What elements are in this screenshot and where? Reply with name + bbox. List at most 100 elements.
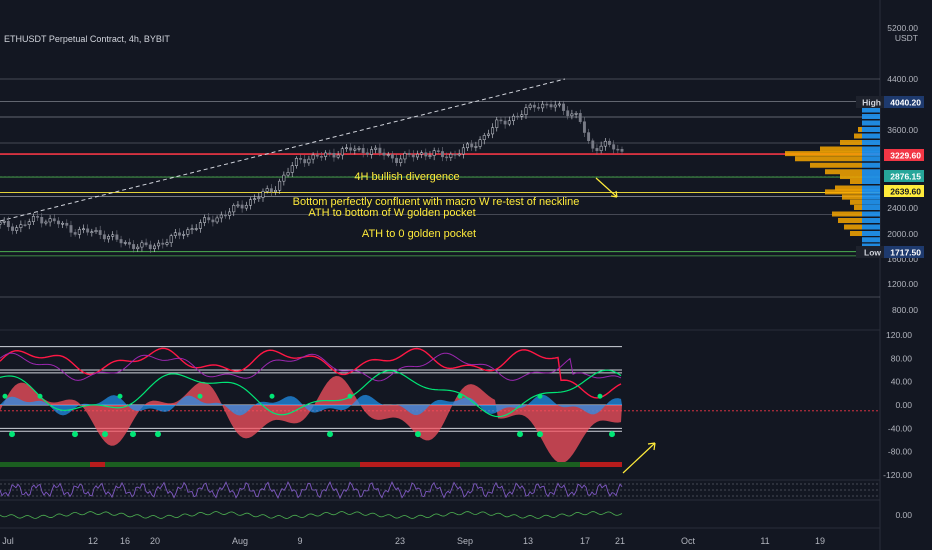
volume-bar <box>785 151 862 157</box>
candle-body <box>223 214 227 217</box>
candle-body <box>278 180 282 191</box>
candle-body <box>461 147 465 155</box>
volume-bar-value-area <box>862 156 880 162</box>
price-tick-label: 2400.00 <box>887 203 918 213</box>
candle-body <box>336 154 340 158</box>
candle-body <box>286 172 290 176</box>
candle-body <box>486 133 490 136</box>
candle-body <box>495 119 499 128</box>
time-tick-label: 19 <box>815 536 825 546</box>
time-tick-label: 20 <box>150 536 160 546</box>
candle-body <box>44 221 48 224</box>
candle-body <box>61 222 65 225</box>
high-label-bg <box>856 96 884 108</box>
candle-body <box>52 218 56 222</box>
candle-body <box>119 239 123 244</box>
rsi-tick-label: 0.00 <box>895 510 912 520</box>
volume-bar <box>810 162 862 168</box>
candle-body <box>98 230 102 235</box>
candle-body <box>198 222 202 229</box>
candle-body <box>608 140 611 145</box>
status-bar-segment <box>580 462 622 467</box>
volume-bar-value-area <box>862 169 880 175</box>
candle-body <box>599 145 603 151</box>
time-tick-label: Jul <box>2 536 14 546</box>
high-label: High <box>862 98 881 108</box>
oscillator-dot <box>155 431 161 438</box>
annotation-w-pocket: ATH to bottom of W golden pocket <box>308 207 475 219</box>
candle-body <box>77 229 81 235</box>
candle-body <box>232 205 236 213</box>
candle-body <box>161 242 165 245</box>
macd-line <box>0 511 623 519</box>
volume-bar <box>820 146 862 152</box>
oscillator-dot <box>609 431 615 438</box>
price-currency-label: USDT <box>895 33 918 43</box>
volume-bar-value-area <box>862 107 880 113</box>
candle-body <box>420 152 424 155</box>
volume-bar-value-area <box>862 162 880 168</box>
oscillator-dot-mid <box>347 393 353 399</box>
volume-bar-value-area <box>862 211 880 217</box>
candle-body <box>294 158 298 167</box>
candle-body <box>491 127 495 135</box>
rsi-line <box>0 480 623 500</box>
candle-body <box>236 204 240 207</box>
candle-body <box>153 245 156 250</box>
candle-body <box>582 121 586 133</box>
status-bar-segment <box>105 462 155 467</box>
low-value-bg <box>884 246 924 258</box>
status-bar-segment <box>0 462 90 467</box>
candle-body <box>424 152 428 157</box>
oscillator-dot-mid <box>117 393 123 399</box>
rsi-panel <box>0 480 880 519</box>
volume-bar-value-area <box>862 224 880 230</box>
candle-body <box>457 153 461 156</box>
low-label-bg <box>856 246 884 258</box>
candle-body <box>507 120 511 125</box>
candle-body <box>340 148 344 156</box>
candle-body <box>482 135 486 140</box>
candle-body <box>395 157 399 163</box>
candle-body <box>123 242 127 244</box>
candle-body <box>282 174 286 182</box>
annotation-zero-pocket: ATH to 0 golden pocket <box>362 228 476 240</box>
candle-body <box>591 140 595 149</box>
oscillator-dot-mid <box>269 393 275 399</box>
candle-body <box>148 244 152 250</box>
candle-body <box>566 110 570 117</box>
yellow-badge: 2639.60 <box>890 187 921 197</box>
candle-body <box>315 154 319 157</box>
volume-bar-value-area <box>862 151 880 157</box>
candle-body <box>324 152 328 157</box>
candle-body <box>553 104 557 108</box>
status-bar-segment <box>230 462 360 467</box>
candle-body <box>31 216 35 222</box>
candle-body <box>265 188 269 192</box>
volume-bar-value-area <box>862 133 880 139</box>
volume-bar <box>850 231 862 236</box>
volume-bar-value-area <box>862 185 880 191</box>
candle-body <box>478 139 482 147</box>
arrow-up-head <box>647 442 656 451</box>
time-tick-label: 13 <box>523 536 533 546</box>
time-tick-label: Sep <box>457 536 473 546</box>
low-label: Low <box>864 248 881 258</box>
price-tick-label: 3600.00 <box>887 125 918 135</box>
volume-bar <box>838 218 862 223</box>
candle-body <box>620 149 624 152</box>
volume-bar <box>854 205 862 210</box>
volume-bar <box>835 185 862 191</box>
candle-body <box>165 242 169 245</box>
candle-body <box>386 154 390 156</box>
candle-body <box>466 143 469 149</box>
status-bar-segment <box>90 462 105 467</box>
candle-body <box>86 228 90 233</box>
price-tick-label: 800.00 <box>892 305 918 315</box>
volume-bar-value-area <box>862 146 880 152</box>
candle-body <box>562 103 566 111</box>
candle-body <box>56 220 60 225</box>
green-badge: 2876.15 <box>890 172 921 182</box>
candle-body <box>19 224 23 228</box>
